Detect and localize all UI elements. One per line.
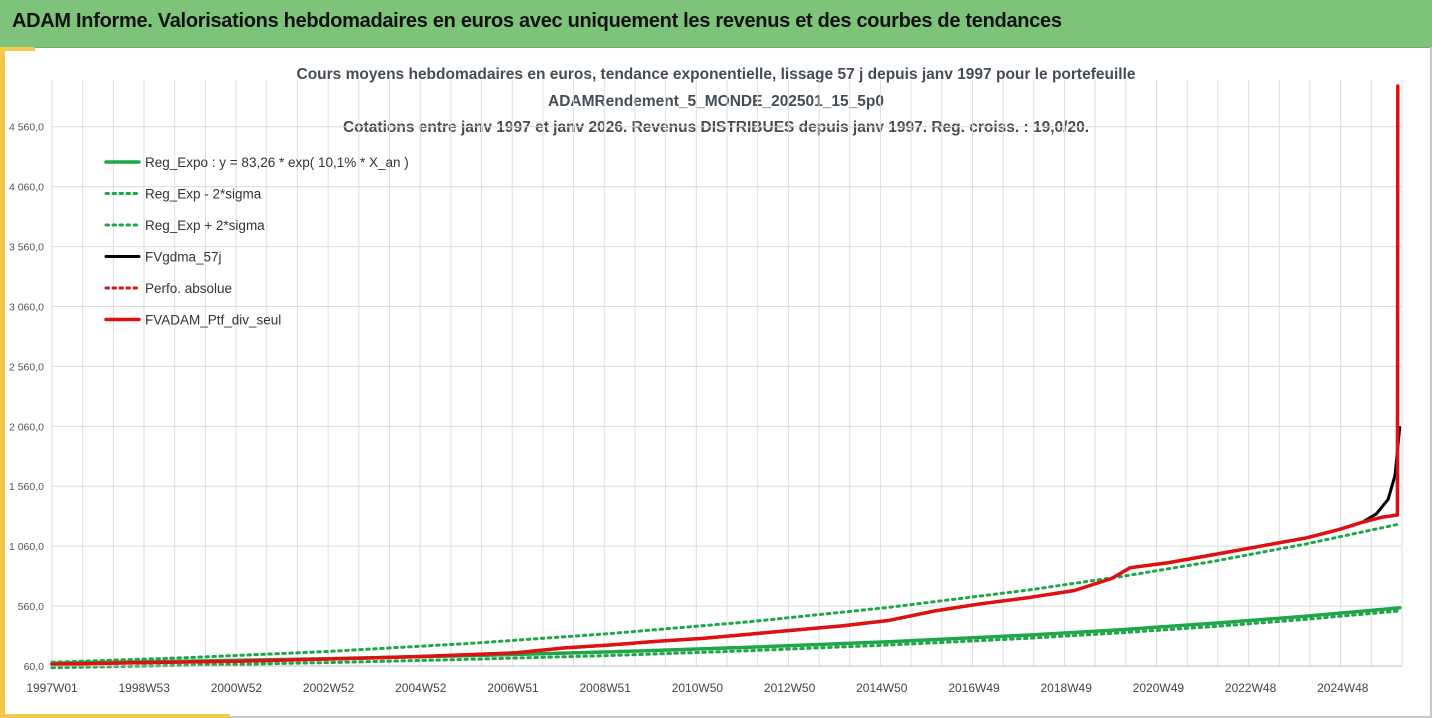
x-tick-label: 2024W48 [1317, 681, 1369, 695]
series-line-4 [50, 513, 1399, 666]
series-line-5 [50, 84, 1400, 666]
x-tick-label: 2000W52 [211, 681, 263, 695]
y-tick-label: 1 060,0 [9, 541, 44, 553]
legend-label-4: Perfo. absolue [145, 281, 232, 296]
x-tick-label: 2010W50 [672, 681, 724, 695]
x-tick-label: 1998W53 [119, 681, 171, 695]
legend-label-1: Reg_Exp - 2*sigma [145, 187, 262, 202]
x-tick-label: 2006W51 [487, 681, 539, 695]
legend-label-5: FVADAM_Ptf_div_seul [145, 313, 281, 328]
series-line-2 [50, 522, 1402, 664]
x-tick-label: 2022W48 [1225, 681, 1277, 695]
frame-bottom [230, 716, 1432, 718]
chart-legend: Reg_Expo : y = 83,26 * exp( 10,1% * X_an… [104, 155, 409, 328]
report-title: ADAM Informe. Valorisations hebdomadaire… [12, 10, 1062, 32]
chart-title-line-3: Cotations entre janv 1997 et janv 2026. … [342, 119, 1090, 136]
chart-grid [51, 80, 1403, 667]
accent-bar-top [5, 47, 35, 51]
y-tick-label: 1 560,0 [9, 481, 44, 493]
x-tick-label: 2004W52 [395, 681, 447, 695]
series-line-1 [50, 609, 1402, 670]
chart-series-lines [50, 84, 1402, 670]
x-tick-label: 1997W01 [26, 681, 78, 695]
chart-title-line-2: ADAMRendement_5_MONDE_202501_15_5p0 [548, 93, 884, 110]
accent-bar-bottom [0, 714, 230, 718]
x-tick-label: 2008W51 [580, 681, 632, 695]
legend-label-3: FVgdma_57j [145, 250, 222, 265]
x-tick-label: 2012W50 [764, 681, 816, 695]
x-tick-label: 2016W49 [948, 681, 1000, 695]
chart-title-line-1: Cours moyens hebdomadaires en euros, ten… [296, 66, 1136, 83]
y-tick-label: 60,0 [24, 661, 45, 673]
x-tick-label: 2018W49 [1041, 681, 1093, 695]
y-tick-label: 2 060,0 [9, 421, 44, 433]
y-tick-label: 4 560,0 [9, 122, 44, 134]
accent-bar-left [0, 47, 5, 718]
legend-label-0: Reg_Expo : y = 83,26 * exp( 10,1% * X_an… [145, 155, 409, 170]
x-tick-label: 2002W52 [303, 681, 355, 695]
y-tick-label: 2 560,0 [9, 361, 44, 373]
x-tick-label: 2014W50 [856, 681, 908, 695]
y-tick-label: 4 060,0 [9, 182, 44, 194]
y-tick-label: 3 560,0 [9, 242, 44, 254]
y-tick-label: 560,0 [18, 601, 44, 613]
title-banner: ADAM Informe. Valorisations hebdomadaire… [0, 0, 1432, 48]
frame-right [1430, 47, 1432, 718]
y-tick-label: 3 060,0 [9, 301, 44, 313]
chart-axes: 60,0 560,0 1 060,0 1 560,0 2 060,0 2 560,0 3 0… [9, 122, 1402, 695]
legend-label-2: Reg_Exp + 2*sigma [145, 218, 265, 233]
x-tick-label: 2020W49 [1133, 681, 1185, 695]
